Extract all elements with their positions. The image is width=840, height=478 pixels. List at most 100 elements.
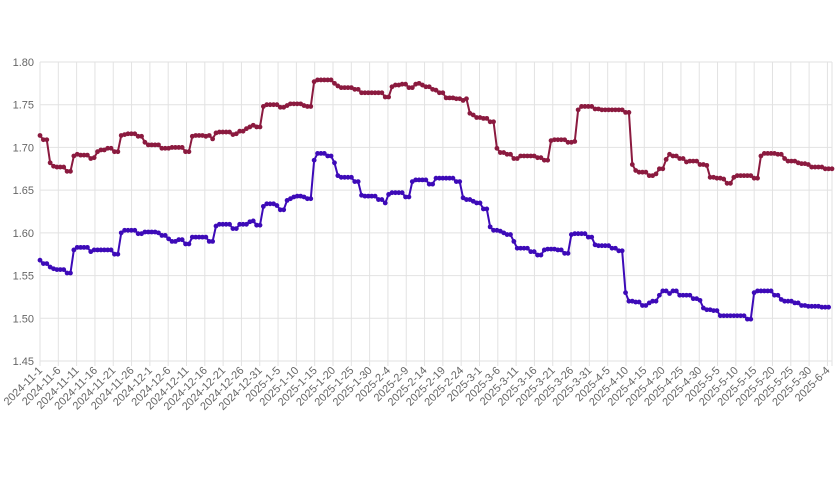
data-point [78,152,84,158]
series-1 [37,77,835,186]
data-point [382,200,388,206]
data-point [399,81,405,87]
series-2 [37,151,832,322]
data-point [738,313,744,319]
data-point [274,203,280,208]
data-point [37,257,43,263]
data-point [518,153,524,159]
data-point [132,131,138,137]
data-point [230,226,236,231]
data-point [264,201,270,207]
data-point [152,142,158,148]
data-point [362,193,368,199]
data-point [663,288,669,294]
data-point [440,90,446,96]
data-point [751,175,757,181]
data-point [792,300,798,306]
data-point [233,226,239,231]
data-point [156,142,161,148]
data-point [555,247,561,253]
data-point [508,151,513,157]
data-point [277,104,283,110]
data-point [697,162,703,167]
data-point [640,169,645,175]
data-point [406,194,412,200]
data-point [616,248,622,254]
series-1-line [39,78,832,185]
data-point [524,153,530,159]
data-point [680,292,686,298]
data-point [115,149,121,155]
data-point [145,229,151,235]
data-point [128,227,134,233]
y-tick-label: 1.45 [13,356,34,368]
data-point [423,177,429,183]
data-point [162,233,168,238]
data-point [220,221,226,227]
data-point [457,179,463,185]
data-point [328,77,334,83]
data-point [511,156,517,161]
data-point [609,245,615,251]
data-point [233,131,239,137]
data-point [149,142,155,148]
data-point [690,296,696,302]
data-point [189,234,195,240]
data-point [778,151,784,157]
data-point [223,221,229,227]
data-point [98,247,104,253]
data-point [68,270,73,276]
data-point [125,227,131,233]
data-point [105,247,111,253]
data-point [511,239,517,244]
data-point [491,119,496,125]
data-point [440,175,446,181]
data-point [78,244,84,250]
data-point [761,288,767,294]
data-point [555,137,561,143]
data-point [183,241,188,247]
data-point [294,193,300,199]
data-point [609,107,615,113]
data-point [321,151,327,156]
data-point [562,250,568,256]
data-point [304,104,310,109]
data-point [332,160,337,166]
data-point [514,245,520,251]
data-point [633,299,639,305]
data-point [552,137,557,143]
data-point [606,243,612,249]
data-point [122,227,128,233]
data-point [656,292,662,298]
data-point [125,131,131,137]
data-point [741,313,747,319]
data-point [413,177,419,183]
data-point [474,200,480,206]
data-point [315,77,320,83]
data-point [95,247,100,253]
data-point [220,129,226,135]
data-point [338,85,344,91]
data-point [538,252,544,258]
data-point [149,229,155,235]
data-point [142,139,148,145]
data-point [254,222,260,228]
data-point [223,129,229,135]
data-point [636,299,642,305]
data-point [744,316,750,322]
data-point [436,90,442,96]
data-point [379,197,385,202]
data-point [128,131,134,137]
data-point [643,303,649,308]
data-point [497,150,503,155]
data-point [799,303,804,308]
data-point [464,96,469,102]
data-point [748,173,754,179]
data-point [680,156,686,161]
data-point [267,201,273,207]
data-point [480,115,486,121]
data-point [392,82,398,88]
data-point [612,107,618,113]
y-tick-label: 1.50 [13,313,34,325]
